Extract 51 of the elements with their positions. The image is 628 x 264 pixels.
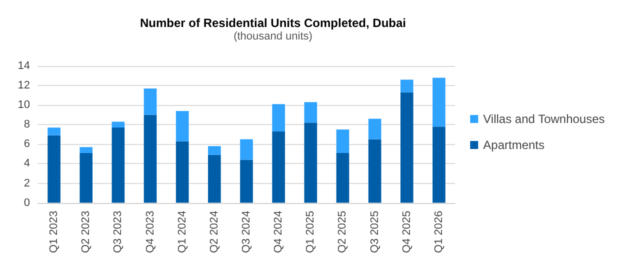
bar: [80, 152, 93, 203]
chart-subtitle: (thousand units): [234, 30, 312, 42]
x-tick-label: Q1 2026: [432, 210, 445, 253]
y-tick-label: 14: [18, 60, 30, 72]
bar: [400, 92, 414, 203]
bar: [368, 118, 382, 140]
bar: [208, 154, 221, 203]
y-tick-label: 6: [24, 138, 30, 150]
bar: [336, 130, 350, 153]
bar: [176, 110, 189, 142]
x-tick-label: Q2 2023: [80, 210, 92, 253]
bar: [272, 104, 285, 132]
y-tick-label: 2: [24, 177, 30, 190]
bar: [304, 122, 318, 203]
x-tick-label: Q1 2024: [176, 210, 188, 253]
y-tick-label: 4: [24, 158, 30, 170]
bar: [112, 128, 125, 203]
legend-label: Villas and Townhouses: [483, 112, 605, 126]
x-tick-label: Q4 2025: [400, 210, 413, 253]
x-tick-label: Q3 2023: [112, 210, 124, 253]
y-tick-label: 8: [24, 118, 30, 131]
bar: [48, 135, 60, 203]
bar: [176, 141, 189, 203]
x-tick-label: Q3 2025: [368, 210, 381, 253]
bar: [400, 80, 414, 92]
bar: [112, 122, 125, 128]
legend-label: Apartments: [483, 138, 544, 152]
bar: [144, 88, 157, 115]
bar: [368, 139, 382, 203]
x-tick-label: Q4 2024: [272, 210, 285, 253]
y-tick-label: 12: [18, 80, 30, 92]
bar: [304, 102, 318, 123]
bar: [240, 160, 253, 203]
bar: [432, 78, 446, 127]
bar: [48, 128, 60, 136]
bar: [144, 114, 157, 203]
bar: [208, 146, 221, 155]
bar: [240, 139, 253, 160]
x-tick-label: Q1 2025: [304, 210, 317, 253]
bar: [336, 152, 350, 203]
x-tick-label: Q3 2024: [240, 210, 252, 253]
x-tick-label: Q2 2025: [336, 210, 349, 253]
y-tick-label: 10: [18, 99, 30, 112]
x-tick-label: Q2 2024: [208, 210, 220, 253]
y-tick-label: 0: [24, 196, 30, 209]
bar: [80, 147, 93, 153]
chart-title: Number of Residential Units Completed, Dubai: [140, 16, 406, 30]
bar: [432, 126, 446, 203]
x-tick-label: Q4 2023: [144, 210, 156, 253]
x-tick-label: Q1 2023: [48, 210, 60, 253]
bar: [272, 131, 285, 203]
